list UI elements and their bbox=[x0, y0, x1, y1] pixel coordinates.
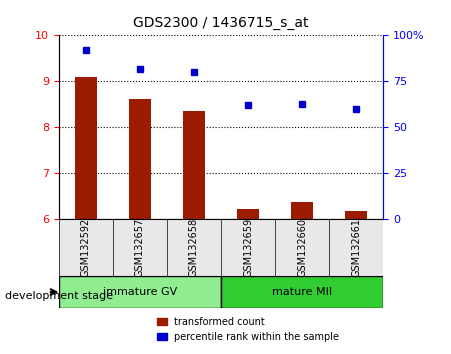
Legend: transformed count, percentile rank within the sample: transformed count, percentile rank withi… bbox=[153, 313, 343, 346]
Text: GSM132660: GSM132660 bbox=[297, 218, 307, 277]
Bar bbox=[237, 209, 259, 219]
Text: GSM132661: GSM132661 bbox=[351, 218, 361, 277]
Title: GDS2300 / 1436715_s_at: GDS2300 / 1436715_s_at bbox=[133, 16, 309, 30]
Text: development stage: development stage bbox=[5, 291, 113, 301]
Bar bbox=[59, 276, 221, 308]
Text: GSM132658: GSM132658 bbox=[189, 218, 199, 278]
Text: GSM132657: GSM132657 bbox=[135, 218, 145, 278]
Text: GSM132659: GSM132659 bbox=[243, 218, 253, 278]
Text: GSM132592: GSM132592 bbox=[81, 218, 91, 278]
Bar bbox=[183, 111, 205, 219]
Bar bbox=[221, 276, 383, 308]
Bar bbox=[129, 99, 151, 219]
Bar bbox=[345, 211, 367, 219]
Bar bbox=[291, 202, 313, 219]
Text: immature GV: immature GV bbox=[103, 287, 177, 297]
Text: mature MII: mature MII bbox=[272, 287, 332, 297]
Bar bbox=[75, 77, 97, 219]
